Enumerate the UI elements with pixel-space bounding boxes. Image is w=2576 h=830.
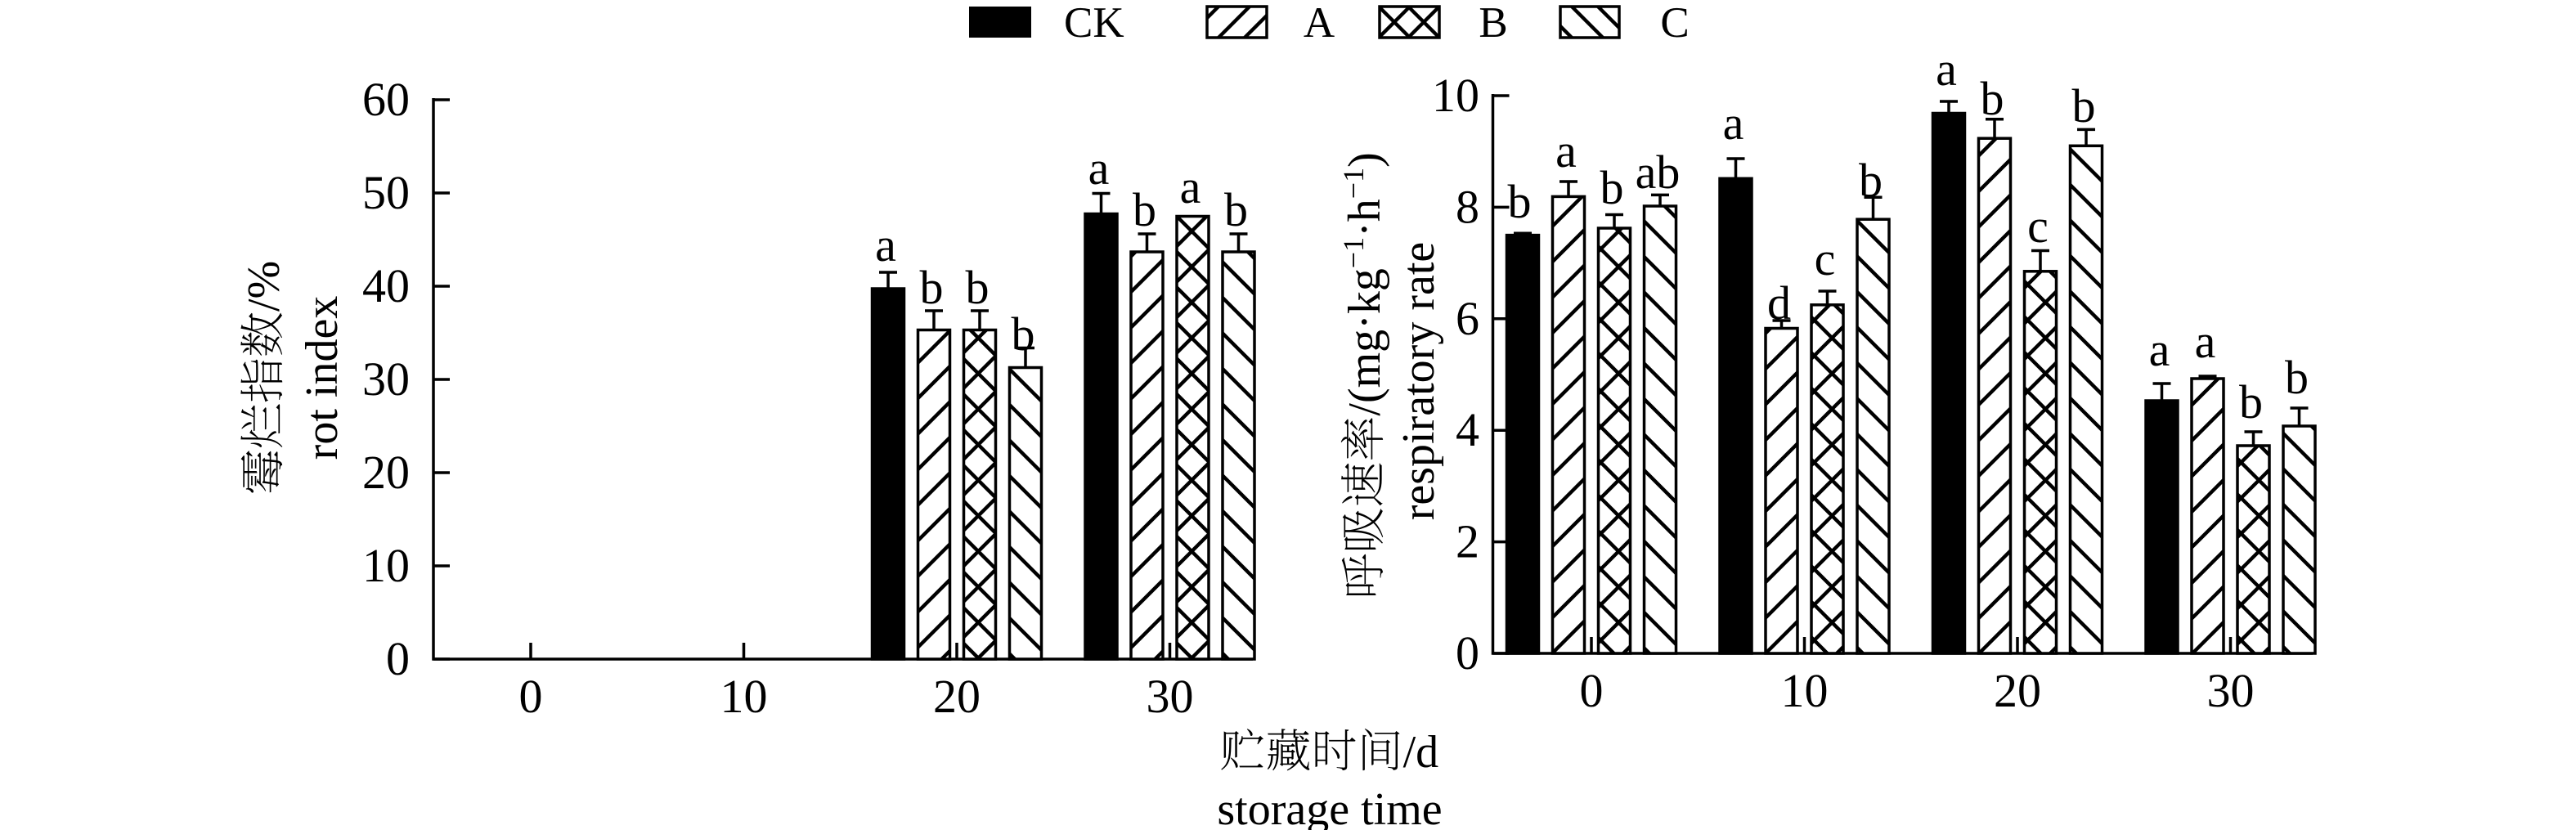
svg-text:6: 6 [1456,292,1479,345]
svg-text:a: a [1936,43,1957,96]
svg-text:b: b [1012,307,1035,361]
svg-text:c: c [1815,232,1836,285]
svg-text:a: a [875,218,896,271]
svg-text:c: c [2027,200,2049,253]
svg-text:b: b [2285,351,2309,404]
svg-text:10: 10 [362,539,410,592]
svg-text:4: 4 [1456,403,1479,456]
svg-text:b: b [1133,183,1156,236]
svg-text:b: b [2072,79,2096,132]
svg-text:ab: ab [1636,146,1681,199]
svg-text:/%: /% [239,261,289,312]
svg-text:10: 10 [720,670,768,723]
svg-text:b: b [1981,72,2004,125]
svg-text:b: b [2239,375,2263,428]
svg-text:d: d [1767,276,1791,330]
svg-text:b: b [1224,183,1248,236]
svg-text:30: 30 [1147,670,1194,723]
svg-text:A: A [1304,0,1335,47]
svg-text:/d: /d [1403,727,1439,778]
svg-text:8: 8 [1456,180,1479,233]
svg-text:b: b [966,261,990,314]
svg-text:a: a [1180,160,1201,213]
svg-text:40: 40 [362,259,410,312]
svg-text:20: 20 [1994,664,2041,717]
svg-text:a: a [2195,315,2216,368]
svg-text:0: 0 [1456,626,1479,680]
svg-text:a: a [1088,141,1110,195]
svg-text:10: 10 [1781,664,1829,717]
svg-text:10: 10 [1432,69,1479,122]
svg-text:respiratory rate: respiratory rate [1393,242,1444,520]
svg-text:60: 60 [362,73,410,126]
svg-text:b: b [920,261,944,314]
svg-text:C: C [1660,0,1689,47]
svg-text:rot index: rot index [297,296,348,460]
svg-text:20: 20 [362,446,410,499]
svg-text:b: b [1859,154,1883,207]
svg-text:0: 0 [519,670,543,723]
svg-text:b: b [1508,175,1532,228]
svg-text:B: B [1479,0,1507,47]
svg-text:20: 20 [933,670,981,723]
svg-text:a: a [2149,323,2170,376]
svg-text:2: 2 [1456,515,1479,568]
svg-text:storage time: storage time [1217,784,1442,830]
svg-text:50: 50 [362,166,410,219]
svg-text:30: 30 [2207,664,2255,717]
svg-text:a: a [1555,124,1577,177]
svg-text:30: 30 [362,352,410,406]
svg-text:CK: CK [1064,0,1124,47]
svg-text:0: 0 [386,632,410,685]
svg-text:0: 0 [1580,664,1604,717]
svg-text:b: b [1600,161,1624,214]
svg-text:a: a [1723,96,1744,150]
